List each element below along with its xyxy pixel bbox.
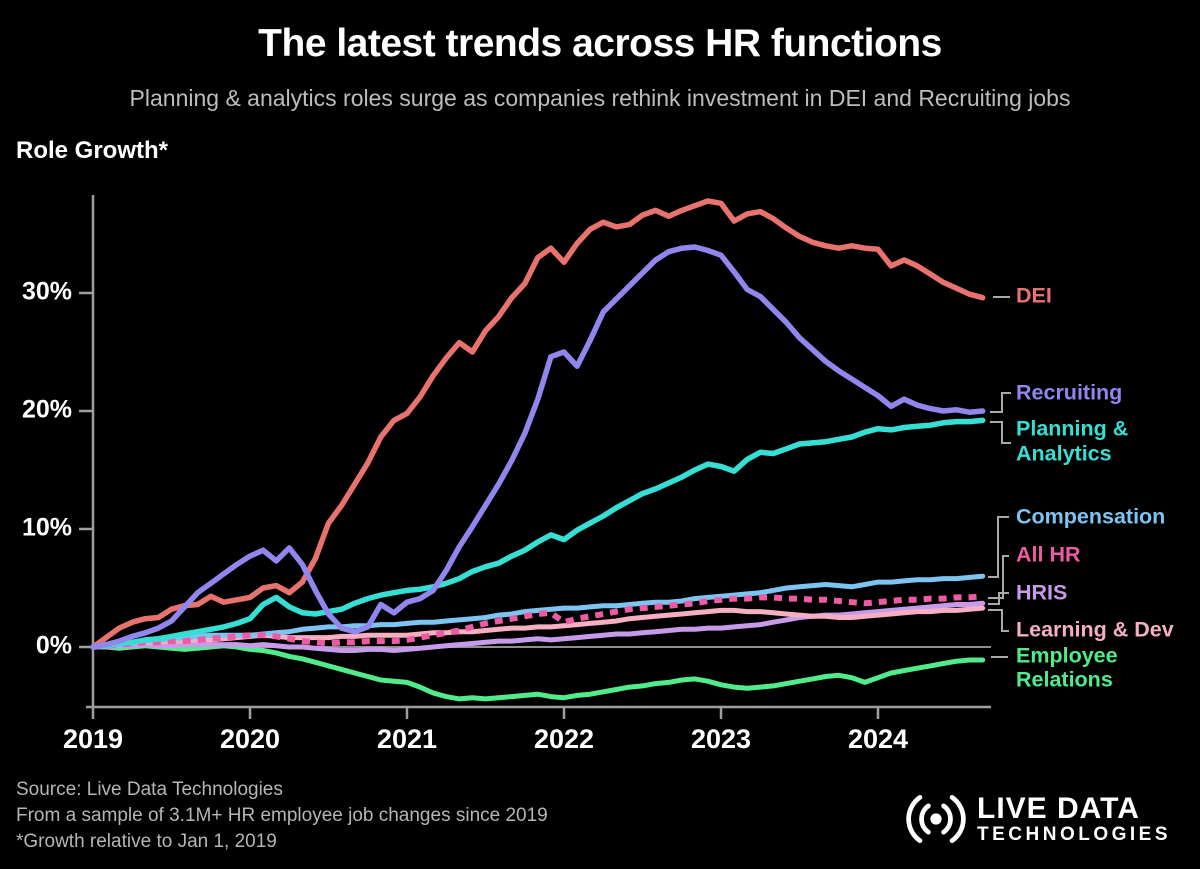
x-tick-label: 2022	[534, 724, 594, 754]
logo-brand-name: LIVE DATA	[977, 791, 1140, 825]
x-tick-label: 2021	[377, 724, 437, 754]
radio-waves-icon	[906, 794, 966, 844]
legend-label-planning: Analytics	[1016, 442, 1112, 466]
legend-connector-allhr	[988, 555, 1009, 599]
legend-connector-planning	[990, 421, 1011, 444]
series-line-recruiting	[90, 244, 986, 650]
x-tick-label: 2019	[63, 724, 123, 754]
series-line-planning	[90, 417, 986, 650]
series-line-allhr	[92, 593, 983, 650]
live-data-technologies-logo: LIVE DATA TECHNOLOGIES	[903, 786, 1171, 852]
legend-label-compensation: Compensation	[1016, 505, 1165, 529]
legend-label-allhr: All HR	[1016, 543, 1081, 567]
source-line: From a sample of 3.1M+ HR employee job c…	[16, 805, 548, 826]
y-tick-label: 10%	[22, 514, 72, 542]
source-line: *Growth relative to Jan 1, 2019	[16, 831, 277, 852]
x-tick-label: 2024	[848, 724, 908, 754]
series-line-compensation	[90, 573, 986, 650]
y-axis-title: Role Growth*	[16, 137, 169, 164]
series-line-er	[90, 643, 986, 702]
x-tick-label: 2023	[691, 724, 751, 754]
legend-label-planning: Planning &	[1016, 417, 1128, 441]
y-tick-label: 20%	[22, 396, 72, 424]
legend-label-er: Employee	[1016, 644, 1118, 668]
legend-label-ld: Learning & Dev	[1016, 618, 1174, 642]
legend-label-er: Relations	[1016, 668, 1113, 692]
page-subtitle: Planning & analytics roles surge as comp…	[129, 85, 1071, 111]
legend-label-recruiting: Recruiting	[1016, 381, 1122, 405]
logo-text: LIVE DATA TECHNOLOGIES	[977, 791, 1172, 845]
y-tick-label: 30%	[22, 278, 72, 306]
legend-connector-ld	[988, 609, 1009, 632]
legend-label-dei: DEI	[1016, 284, 1052, 308]
legend-connector-compensation	[988, 516, 1009, 578]
y-tick-label: 0%	[36, 632, 72, 660]
legend-label-hris: HRIS	[1016, 581, 1067, 605]
legend-connector-recruiting	[990, 392, 1011, 413]
source-note: Source: Live Data Technologies From a sa…	[16, 777, 548, 855]
series-line-dei	[90, 198, 986, 650]
x-tick-label: 2020	[220, 724, 280, 754]
page-title: The latest trends across HR functions	[258, 22, 942, 65]
logo-brand-sub: TECHNOLOGIES	[977, 823, 1172, 845]
source-line: Source: Live Data Technologies	[16, 779, 283, 800]
